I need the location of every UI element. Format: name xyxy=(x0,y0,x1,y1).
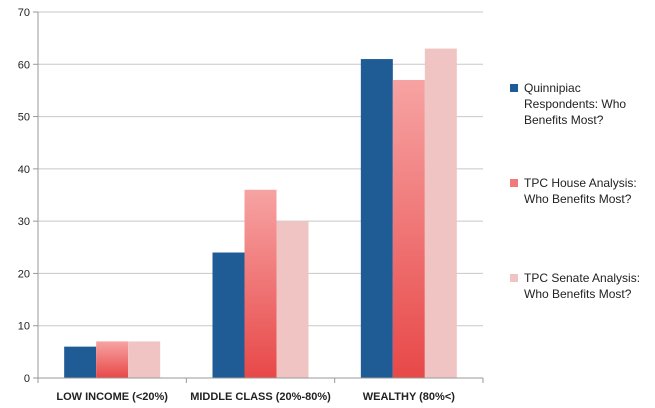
y-axis: 0 10 20 30 40 50 60 70 xyxy=(18,7,39,385)
bars xyxy=(64,48,457,379)
bar-2-2 xyxy=(244,189,277,378)
bar-2-1 xyxy=(96,341,129,378)
bar-1-1 xyxy=(64,346,97,378)
bar-1-3 xyxy=(360,59,393,379)
legend-swatch xyxy=(510,274,518,282)
legend-label: TPC House Analysis: Who Benefits Most? xyxy=(524,176,637,206)
bar-3-2 xyxy=(276,221,309,378)
x-tick-label: MIDDLE CLASS (20%-80%) xyxy=(190,391,331,403)
x-tick-label: WEALTHY (80%<) xyxy=(363,391,456,403)
legend-swatch xyxy=(510,179,518,187)
x-axis: LOW INCOME (<20%) MIDDLE CLASS (20%-80%) W… xyxy=(37,377,484,403)
legend-label: TPC Senate Analysis: Who Benefits Most? xyxy=(524,271,641,301)
y-tick-label: 30 xyxy=(18,216,30,228)
legend-item: TPC House Analysis: Who Benefits Most? xyxy=(510,175,650,270)
legend-item: TPC Senate Analysis: Who Benefits Most? xyxy=(510,270,650,365)
bar-2-3 xyxy=(392,79,425,378)
legend-label: Quinnipiac Respondents: Who Benefits Most? xyxy=(524,81,627,127)
bar-1-2 xyxy=(212,252,245,378)
legend-item: Quinnipiac Respondents: Who Benefits Most? xyxy=(510,80,650,175)
y-tick-label: 60 xyxy=(18,59,30,71)
y-tick-label: 70 xyxy=(18,7,30,19)
bar-3-1 xyxy=(128,341,161,378)
y-tick-label: 10 xyxy=(18,321,30,333)
y-tick-label: 0 xyxy=(24,373,30,385)
legend: Quinnipiac Respondents: Who Benefits Most?… xyxy=(510,80,650,365)
y-tick-label: 20 xyxy=(18,268,30,280)
y-tick-label: 40 xyxy=(18,164,30,176)
legend-swatch xyxy=(510,84,518,92)
x-tick-label: LOW INCOME (<20%) xyxy=(56,391,168,403)
y-tick-label: 50 xyxy=(18,112,30,124)
bar-3-3 xyxy=(424,48,457,378)
